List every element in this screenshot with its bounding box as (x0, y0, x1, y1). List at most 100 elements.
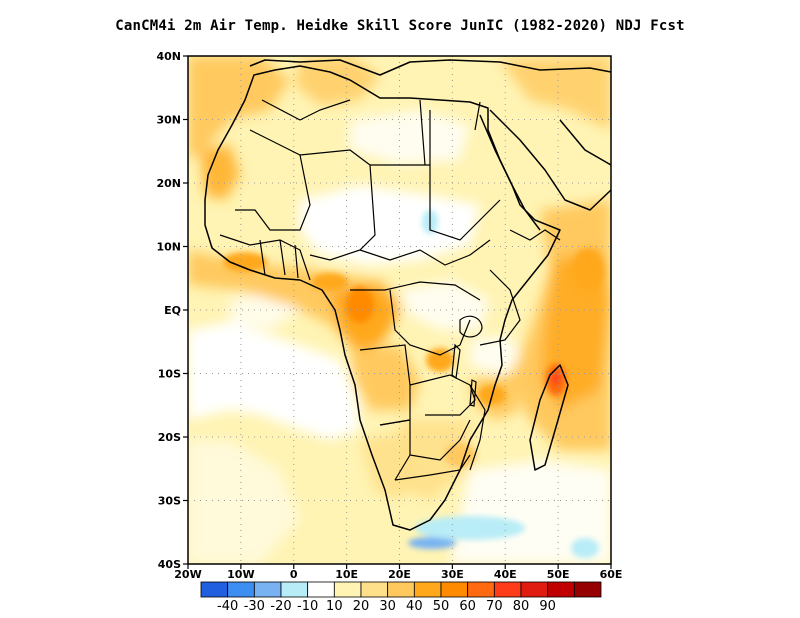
region-libya-north (295, 56, 380, 105)
lat-tick-label: 20N (156, 177, 181, 190)
lat-tick-label: 40N (156, 50, 181, 63)
colorbar-swatch (360, 581, 389, 598)
border-algeria (261, 99, 351, 121)
colorbar-label: -40 (217, 599, 238, 614)
lat-tick-label: 30N (156, 114, 181, 127)
border-horn (509, 229, 561, 241)
colorbar-label: -10 (297, 599, 318, 614)
colorbar-label: 60 (459, 599, 476, 614)
europe-coastline (249, 59, 611, 76)
lon-tick-label: 40E (494, 568, 517, 581)
colorbar-swatch (253, 581, 282, 598)
region-cape-blue (408, 537, 456, 549)
border-botswana (409, 419, 471, 461)
lon-tick-label: 60E (600, 568, 623, 581)
region-mauritania (200, 145, 240, 200)
colorbar-swatch (547, 581, 575, 598)
region-madagascar-core (552, 371, 560, 385)
colorbar-label: 70 (486, 599, 503, 614)
colorbar-label: 80 (513, 599, 530, 614)
colorbar: -40 -30 -20 -10 10 20 30 40 50 60 70 80 90 (200, 581, 602, 614)
colorbar-swatch (440, 581, 469, 598)
lon-tick-label: 20E (388, 568, 411, 581)
region-mideast (500, 56, 611, 130)
region-gabon-hot (346, 287, 374, 323)
region-south-indian-blue (571, 538, 599, 558)
colorbar-label: 30 (379, 599, 396, 614)
colorbar-swatch (573, 581, 602, 598)
region-libya-egypt (350, 110, 470, 165)
border-libya-egypt (419, 99, 481, 166)
border-south-africa (394, 454, 471, 481)
lake-victoria (459, 315, 483, 338)
red-sea-coast (479, 114, 541, 231)
persian-gulf-coast (559, 119, 611, 166)
colorbar-swatch (307, 581, 335, 598)
border-congo (389, 289, 471, 356)
region-cape-blue-wide (415, 516, 525, 540)
lat-tick-label: 20S (158, 431, 181, 444)
lake-malawi (469, 379, 477, 407)
lat-tick-label: 10N (156, 241, 181, 254)
lake-tanganyika (451, 343, 461, 380)
africa-coastline (204, 65, 561, 531)
lon-tick-label: 20W (174, 568, 201, 581)
colorbar-label: 20 (353, 599, 370, 614)
madagascar-coastline (529, 364, 569, 471)
colorbar-label: 40 (406, 599, 423, 614)
lon-tick-label: 10W (227, 568, 254, 581)
latitude-ticks: 40N 30N 20N 10N EQ 10S 20S 30S 40S (156, 50, 188, 571)
border-sahara-2 (235, 154, 311, 231)
region-liberia (223, 252, 267, 272)
colorbar-swatch (520, 581, 549, 598)
region-nigeria-coast (312, 273, 348, 291)
border-central-2 (350, 281, 481, 301)
chart-title: CanCM4i 2m Air Temp. Heidke Skill Score … (115, 18, 685, 34)
border-east (479, 269, 521, 346)
colorbar-swatch (413, 581, 442, 598)
coastlines (204, 59, 611, 531)
region-south-atlantic (188, 322, 360, 440)
lat-tick-label: 10S (158, 368, 181, 381)
skill-field (188, 56, 611, 564)
colorbar-label: 10 (326, 599, 343, 614)
border-namibia (379, 419, 411, 481)
colorbar-swatch (280, 581, 309, 598)
lat-tick-label: 30S (158, 495, 181, 508)
lat-tick-label: EQ (164, 304, 181, 317)
colorbar-swatch (387, 581, 415, 598)
border-mozambique (469, 384, 486, 471)
lat-tick-label: 40S (158, 558, 181, 571)
lon-tick-label: 0 (290, 568, 298, 581)
gridlines (188, 56, 611, 564)
border-west-2 (259, 239, 299, 279)
colorbar-label: -20 (270, 599, 291, 614)
colorbar-swatch (200, 581, 229, 598)
colorbar-label: 90 (539, 599, 556, 614)
region-angola (350, 345, 420, 410)
border-zambia (409, 374, 476, 416)
colorbar-label: 50 (433, 599, 450, 614)
border-central-1 (359, 239, 491, 266)
colorbar-swatch (227, 581, 255, 598)
colorbar-swatch (467, 581, 495, 598)
region-south-west-africa (360, 430, 420, 500)
lon-tick-label: 30E (441, 568, 464, 581)
skill-shading-fine (223, 210, 604, 558)
arabia-coastline (489, 109, 611, 211)
region-zimbabwe (444, 443, 476, 467)
region-central-red (426, 348, 454, 372)
longitude-ticks: 20W 10W 0 10E 20E 30E 40E 50E 60E (174, 564, 622, 581)
region-southwest (188, 440, 300, 564)
border-sudan (429, 165, 501, 241)
region-sudan-chad (300, 185, 480, 265)
country-borders (219, 99, 561, 481)
lon-tick-label: 50E (547, 568, 570, 581)
colorbar-swatch (333, 581, 362, 598)
colorbar-label: -30 (244, 599, 265, 614)
colorbar-swatch (493, 581, 522, 598)
region-somalia-hot (572, 248, 604, 292)
lon-tick-label: 10E (335, 568, 358, 581)
border-sahara-1 (249, 110, 431, 166)
